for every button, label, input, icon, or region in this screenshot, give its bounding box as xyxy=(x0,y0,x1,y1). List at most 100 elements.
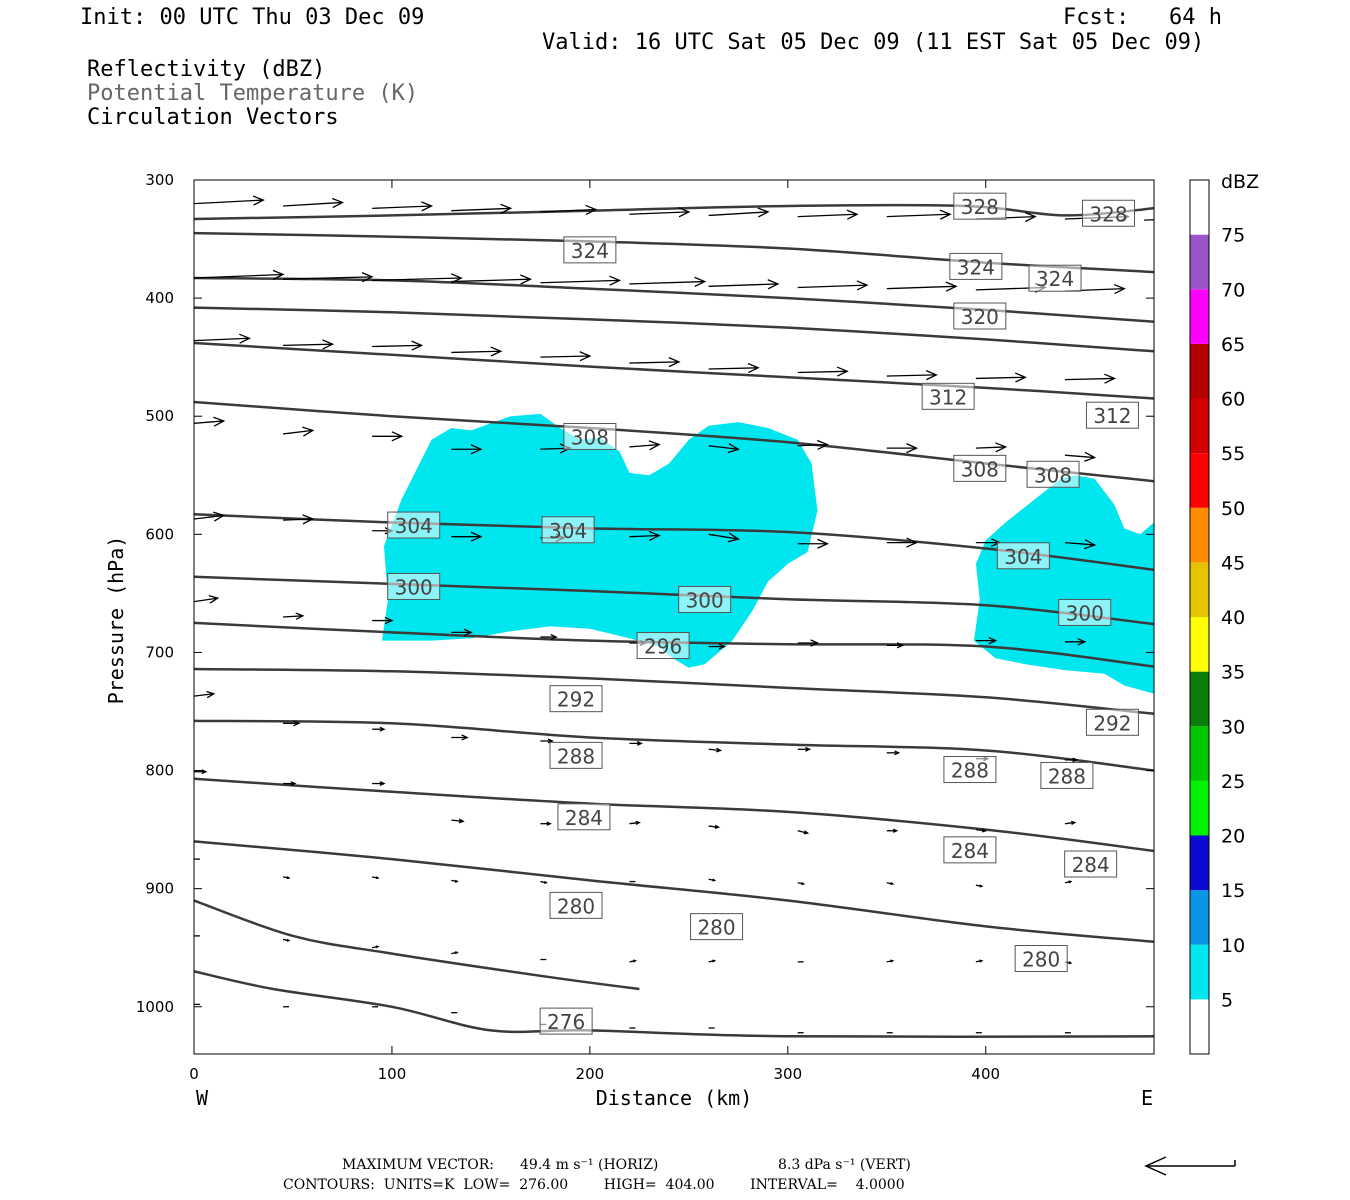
circulation-vector xyxy=(283,781,297,786)
svg-text:284: 284 xyxy=(951,839,989,863)
svg-text:320: 320 xyxy=(961,305,999,329)
colorbar-segment xyxy=(1190,780,1209,836)
circulation-vector xyxy=(797,882,806,886)
x-tick-label: 200 xyxy=(576,1065,605,1083)
colorbar-level-label: 45 xyxy=(1221,552,1245,574)
circulation-vector xyxy=(975,959,984,963)
colorbar-segment xyxy=(1190,944,1209,1000)
colorbar-level-label: 65 xyxy=(1221,334,1245,356)
circulation-vector xyxy=(886,882,895,886)
colorbar-segment xyxy=(1190,180,1209,235)
circulation-vector xyxy=(194,769,208,775)
circulation-vector xyxy=(797,538,829,549)
circulation-vector xyxy=(708,824,721,829)
x-tick-label: 100 xyxy=(378,1065,407,1083)
axis-layer: 300 400 500 600 700 800 900 1000 0 100 200 300 400 xyxy=(136,171,1154,1083)
circulation-vector xyxy=(283,197,345,209)
colorbar-level-label: 75 xyxy=(1221,225,1245,247)
circulation-vector xyxy=(1064,757,1079,763)
colorbar-level-label: 30 xyxy=(1221,716,1245,738)
circulation-vector xyxy=(708,279,780,290)
svg-text:288: 288 xyxy=(557,744,595,768)
circulation-vector xyxy=(629,959,637,963)
circulation-vector xyxy=(797,639,820,647)
colorbar-unit: dBZ xyxy=(1221,171,1259,193)
circulation-vector xyxy=(451,628,473,637)
circulation-vector xyxy=(194,511,226,522)
circulation-vector xyxy=(708,959,717,963)
svg-text:304: 304 xyxy=(1004,545,1042,569)
colorbar-frame xyxy=(1189,179,1210,1055)
svg-text:328: 328 xyxy=(961,195,999,219)
circulation-vector xyxy=(451,444,483,455)
circulation-vector xyxy=(886,443,919,454)
colorbar-level-label: 50 xyxy=(1221,498,1245,520)
circulation-vector xyxy=(451,531,483,542)
circulation-vector xyxy=(708,747,723,753)
colorbar-level-label: 5 xyxy=(1221,989,1233,1011)
svg-text:304: 304 xyxy=(395,514,433,538)
y-tick-label: 600 xyxy=(145,525,174,543)
theta-label-328: 328 xyxy=(953,192,1007,220)
circulation-vector xyxy=(1064,373,1116,384)
circulation-vector xyxy=(194,269,285,280)
circulation-vector xyxy=(1064,451,1097,462)
theta-label-304: 304 xyxy=(996,542,1050,570)
colorbar-level-label: 70 xyxy=(1221,279,1245,301)
field-reflectivity-title: Reflectivity (dBZ) xyxy=(87,57,326,82)
theta-contour-272 xyxy=(194,970,1154,1038)
circulation-vector xyxy=(797,830,810,835)
colorbar-segment xyxy=(1190,890,1209,945)
colorbar-segment xyxy=(1190,999,1209,1054)
colorbar-segment xyxy=(1190,726,1209,781)
svg-text:300: 300 xyxy=(1066,601,1104,625)
theta-contour-312 xyxy=(194,341,1154,400)
theta-label-320: 320 xyxy=(953,302,1007,330)
colorbar-level-label: 35 xyxy=(1221,662,1245,684)
x-axis-west-label: W xyxy=(196,1086,209,1110)
colorbar: 5 10 15 20 25 30 35 40 45 50 55 60 65 70 75 xyxy=(1189,179,1245,1055)
circulation-vector xyxy=(194,416,226,427)
x-tick-label: 0 xyxy=(189,1065,199,1083)
field-theta-title: Potential Temperature (K) xyxy=(87,81,419,106)
theta-contour-328 xyxy=(194,203,1154,221)
theta-contour-292 xyxy=(194,667,1154,716)
theta-label-276: 276 xyxy=(539,1007,593,1035)
theta-label-284: 284 xyxy=(1064,850,1118,878)
theta-label-300: 300 xyxy=(678,585,732,613)
theta-label-308: 308 xyxy=(953,454,1007,482)
colorbar-segment xyxy=(1190,671,1209,727)
theta-contour-324 xyxy=(194,231,1154,274)
y-tick-label: 400 xyxy=(145,289,174,307)
y-tick-label: 500 xyxy=(145,407,174,425)
svg-text:280: 280 xyxy=(1022,948,1060,972)
circulation-vector xyxy=(975,442,1008,453)
circulation-vector xyxy=(886,537,919,548)
circulation-vector xyxy=(886,642,905,649)
circulation-vector xyxy=(708,643,727,650)
svg-text:280: 280 xyxy=(697,916,735,940)
svg-text:308: 308 xyxy=(1034,463,1072,487)
circulation-vector xyxy=(975,828,988,833)
theta-contour-276 xyxy=(194,899,640,991)
theta-label-312: 312 xyxy=(921,382,975,410)
svg-text:292: 292 xyxy=(1093,711,1131,735)
circulation-vector xyxy=(372,340,424,351)
theta-label-280: 280 xyxy=(690,913,744,941)
theta-label-292: 292 xyxy=(549,685,603,713)
circulation-vector xyxy=(194,195,265,206)
colorbar-level-label: 10 xyxy=(1221,935,1245,957)
circulation-vector xyxy=(451,346,503,357)
circulation-vector xyxy=(629,357,681,368)
circulation-vector xyxy=(708,362,760,374)
theta-label-300: 300 xyxy=(1058,598,1112,626)
x-axis-title: Distance (km) xyxy=(596,1086,753,1110)
svg-text:300: 300 xyxy=(395,575,433,599)
theta-label-296: 296 xyxy=(636,632,690,660)
reflectivity-region-1 xyxy=(973,475,1154,694)
circulation-vector xyxy=(451,734,469,741)
circulation-vector xyxy=(282,938,291,942)
svg-text:324: 324 xyxy=(571,239,609,263)
y-tick-label: 800 xyxy=(145,762,174,780)
init-time: Init: 00 UTC Thu 03 Dec 09 xyxy=(80,5,425,30)
